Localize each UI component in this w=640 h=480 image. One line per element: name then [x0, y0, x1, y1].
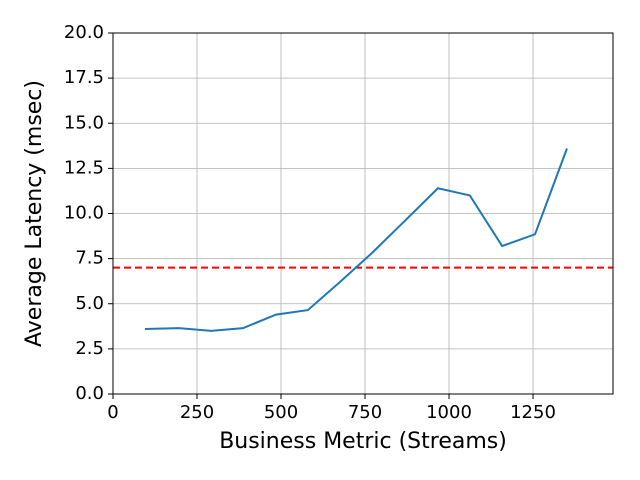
plot-frame — [112, 32, 614, 395]
y-axis-label: Average Latency (msec) — [22, 80, 47, 347]
x-tick-label: 750 — [348, 402, 382, 423]
y-tick-label: 0.0 — [75, 383, 104, 404]
x-tick-label: 0 — [107, 402, 118, 423]
y-tick-label: 2.5 — [75, 338, 104, 359]
y-tick-label: 20.0 — [64, 22, 104, 43]
x-axis-label: Business Metric (Streams) — [219, 429, 507, 454]
data-line — [144, 148, 568, 332]
x-tick-label: 1250 — [510, 402, 556, 423]
y-tick-label: 7.5 — [75, 248, 104, 269]
x-tick-label: 250 — [180, 402, 214, 423]
x-tick-label: 1000 — [426, 402, 472, 423]
x-tick-label: 500 — [264, 402, 298, 423]
y-tick-label: 10.0 — [64, 203, 104, 224]
y-tick-label: 12.5 — [64, 157, 104, 178]
y-tick-label: 15.0 — [64, 112, 104, 133]
y-tick-label: 17.5 — [64, 67, 104, 88]
y-tick-label: 5.0 — [75, 293, 104, 314]
